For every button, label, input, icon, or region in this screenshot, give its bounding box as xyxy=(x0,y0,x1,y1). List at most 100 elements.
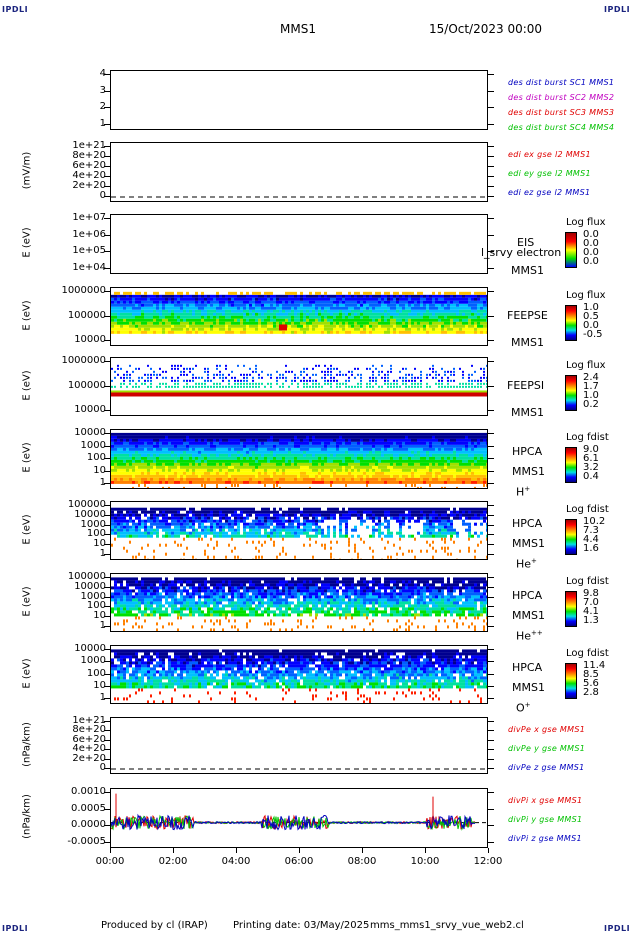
spectrogram-cell xyxy=(183,306,186,310)
spectrogram-cell xyxy=(348,291,351,295)
spectrogram-cell xyxy=(246,468,249,472)
spectrogram-cell xyxy=(177,513,180,517)
spectrogram-cell xyxy=(267,312,270,316)
spectrogram-cell xyxy=(288,471,291,475)
spectrogram-cell xyxy=(186,291,189,295)
spectrogram-cell xyxy=(126,510,129,514)
spectrogram-cell xyxy=(258,297,261,301)
spectrogram-cell xyxy=(441,450,444,454)
spectrogram-cell xyxy=(264,324,267,328)
spectrogram-cell xyxy=(234,291,237,295)
spectrogram-cell xyxy=(375,453,378,457)
spectrogram-cell xyxy=(318,441,321,445)
spectrogram-cell xyxy=(309,462,312,466)
y-tick-mark xyxy=(104,90,110,92)
spectrogram-cell xyxy=(129,474,132,478)
spectrogram-cell xyxy=(279,444,282,448)
spectrogram-cell xyxy=(201,477,204,481)
spectrogram-cell xyxy=(420,382,422,385)
spectrogram-cell xyxy=(432,315,435,319)
spectrogram-cell xyxy=(327,306,330,310)
spectrogram-cell xyxy=(360,441,363,445)
spectrogram-cell xyxy=(201,306,204,310)
spectrogram-cell xyxy=(453,447,456,451)
spectrogram-cell xyxy=(165,303,168,307)
spectrogram-cell xyxy=(219,318,222,322)
spectrogram-cell xyxy=(276,370,278,373)
spectrogram-cell xyxy=(192,510,195,514)
spectrogram-cell xyxy=(432,306,435,310)
spectrogram-cell xyxy=(186,309,189,313)
spectrogram-cell xyxy=(129,441,132,445)
spectrogram-cell xyxy=(420,453,423,457)
spectrogram-cell xyxy=(186,435,189,439)
spectrogram-cell xyxy=(402,382,404,385)
spectrogram-cell xyxy=(333,324,336,328)
spectrogram-cell xyxy=(405,327,408,331)
spectrogram-cell xyxy=(297,376,299,379)
spectrogram-cell xyxy=(450,379,452,382)
spectrogram-cell xyxy=(165,435,168,439)
spectrogram-cell xyxy=(435,312,438,316)
spectrogram-cell xyxy=(303,315,306,319)
spectrogram-cell xyxy=(318,364,320,367)
spectrogram-cell xyxy=(252,465,255,469)
spectrogram-cell xyxy=(486,312,487,316)
y-tick-mark xyxy=(104,107,110,109)
spectrogram-cell xyxy=(330,480,333,484)
y-tick-mark-right xyxy=(488,218,494,219)
spectrogram-cell xyxy=(447,300,450,304)
spectrogram-cell xyxy=(261,297,264,301)
spectrogram-cell xyxy=(348,453,351,457)
spectrogram-cell xyxy=(381,385,383,388)
spectrogram-cell xyxy=(210,379,212,382)
spectrogram-cell xyxy=(483,471,486,475)
spectrogram-cell xyxy=(327,477,330,481)
spectrogram-cell xyxy=(114,519,117,523)
spectrogram-cell xyxy=(429,453,432,457)
spectrogram-cell xyxy=(321,303,324,307)
spectrogram-cell xyxy=(156,330,159,334)
spectrogram-cell xyxy=(129,534,132,538)
spectrogram-cell xyxy=(183,297,186,301)
spectrogram-cell xyxy=(402,462,405,466)
spectrogram-cell xyxy=(198,376,200,379)
spectrogram-cell xyxy=(300,432,303,436)
spectrogram-cell xyxy=(441,468,444,472)
spectrogram-cell xyxy=(252,385,254,388)
spectrogram-cell xyxy=(138,367,140,370)
spectrogram-cell xyxy=(333,444,336,448)
spectrogram-cell xyxy=(255,519,258,523)
y-tick-mark-right xyxy=(488,315,494,317)
spectrogram-cell xyxy=(174,321,177,325)
spectrogram-cell xyxy=(345,483,347,487)
spectrogram-cell xyxy=(468,324,471,328)
spectrogram-cell xyxy=(417,459,420,463)
spectrogram-cell xyxy=(201,318,204,322)
spectrogram-cell xyxy=(231,465,234,469)
spectrogram-cell xyxy=(321,309,324,313)
spectrogram-cell xyxy=(450,300,453,304)
spectrogram-cell xyxy=(459,367,461,370)
spectrogram-cell xyxy=(180,543,182,547)
spectrogram-cell xyxy=(288,480,291,484)
spectrogram-cell xyxy=(159,471,162,475)
spectrogram-cell xyxy=(189,324,192,328)
spectrogram-cell xyxy=(171,444,174,448)
spectrogram-cell xyxy=(435,471,438,475)
spectrogram-cell xyxy=(435,441,438,445)
spectrogram-cell xyxy=(291,312,294,316)
spectrogram-cell xyxy=(348,444,351,448)
spectrogram-cell xyxy=(474,300,477,304)
spectrogram-cell xyxy=(240,321,243,325)
spectrogram-cell xyxy=(486,318,487,322)
spectrogram-cell xyxy=(114,477,117,481)
spectrogram-cell xyxy=(273,483,275,487)
spectrogram-cell xyxy=(324,330,327,334)
spectrogram-cell xyxy=(438,385,440,388)
spectrogram-cell xyxy=(336,312,339,316)
spectrogram-cell xyxy=(456,385,458,388)
spectrogram-cell xyxy=(159,459,162,463)
spectrogram-cell xyxy=(216,330,219,334)
spectrogram-cell xyxy=(294,474,297,478)
